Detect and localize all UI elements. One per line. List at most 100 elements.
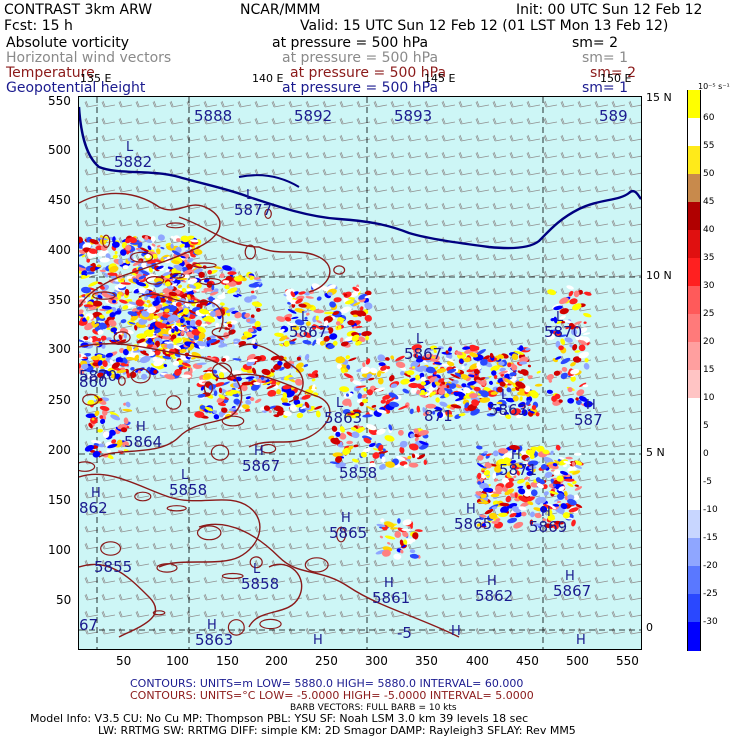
- wind-barb: [577, 542, 592, 550]
- wind-barb: [475, 542, 490, 550]
- wind-barb: [492, 236, 507, 244]
- vorticity-blob: [574, 464, 582, 469]
- wind-barb: [203, 542, 218, 550]
- wind-barb: [288, 542, 303, 550]
- vorticity-blob: [92, 451, 101, 458]
- vorticity-blob: [490, 365, 500, 372]
- wind-barb: [424, 508, 439, 516]
- vorticity-blob: [344, 336, 355, 342]
- vorticity-blob: [533, 523, 543, 527]
- vorticity-blob: [137, 370, 142, 374]
- wind-barb: [407, 491, 422, 499]
- wind-barb: [237, 304, 252, 312]
- wind-barb: [288, 219, 303, 227]
- wind-barb: [118, 151, 133, 159]
- wind-barb: [101, 593, 116, 601]
- wind-barb: [560, 542, 575, 550]
- height-label: 589: [599, 107, 628, 125]
- height-label: 5860: [301, 646, 339, 649]
- vorticity-blob: [82, 247, 91, 253]
- vorticity-blob: [120, 249, 127, 256]
- vorticity-blob: [406, 370, 415, 376]
- vorticity-blob: [584, 291, 592, 296]
- vorticity-blob: [479, 514, 487, 518]
- wind-barb: [135, 440, 150, 448]
- temperature-contour: [130, 368, 151, 384]
- vorticity-blob: [376, 409, 387, 414]
- vorticity-blob: [362, 414, 373, 418]
- vorticity-blob: [535, 412, 540, 417]
- wind-barb: [152, 525, 167, 533]
- vorticity-blob: [128, 278, 138, 284]
- vorticity-blob: [447, 347, 452, 352]
- wind-barb: [441, 321, 456, 329]
- wind-barb: [152, 117, 167, 125]
- vorticity-blob: [337, 317, 345, 321]
- vorticity-blob: [487, 401, 494, 409]
- vorticity-blob: [582, 332, 591, 336]
- vorticity-blob: [464, 363, 468, 366]
- wind-barb: [84, 576, 99, 584]
- wind-barb: [254, 185, 269, 193]
- vorticity-blob: [254, 320, 261, 328]
- wind-barb: [373, 508, 388, 516]
- wind-barb: [441, 610, 456, 618]
- vorticity-blob: [355, 340, 363, 346]
- vorticity-blob: [343, 293, 348, 297]
- wind-barb: [152, 627, 167, 635]
- wind-barb: [492, 185, 507, 193]
- wind-barb: [305, 185, 320, 193]
- forecast-hour: Fcst: 15 h: [4, 18, 73, 34]
- wind-barb: [356, 168, 371, 176]
- wind-barb: [628, 355, 641, 363]
- vorticity-blob: [517, 485, 524, 489]
- vorticity-blob: [378, 450, 389, 454]
- wind-barb: [220, 100, 235, 108]
- wind-barb: [509, 287, 524, 295]
- temperature-contour: [211, 362, 233, 380]
- vorticity-blob: [555, 340, 561, 348]
- vorticity-blob: [190, 239, 199, 243]
- wind-barb: [543, 321, 558, 329]
- vorticity-blob: [368, 462, 376, 469]
- vorticity-blob: [156, 265, 164, 270]
- wind-barb: [424, 287, 439, 295]
- wind-barb: [84, 593, 99, 601]
- field-name-temperature: Temperature: [6, 65, 95, 81]
- vorticity-blob: [85, 413, 97, 419]
- vorticity-blob: [340, 341, 349, 347]
- vorticity-blob: [79, 309, 84, 315]
- vorticity-blob: [446, 383, 455, 389]
- wind-barb: [543, 236, 558, 244]
- vorticity-blob: [526, 470, 534, 476]
- vorticity-blob: [447, 368, 457, 374]
- vorticity-blob: [513, 511, 523, 518]
- wind-barb: [390, 134, 405, 142]
- vorticity-blob: [498, 512, 508, 518]
- vorticity-blob: [567, 397, 575, 404]
- vorticity-blob: [79, 363, 82, 369]
- vorticity-blob: [88, 252, 94, 259]
- field-level-wind: at pressure = 500 hPa: [282, 50, 439, 66]
- wind-barb: [271, 525, 286, 533]
- map-plot: 5888 5892 5893 589 L 5882 L 5877 L 5867 L 5870 L 5867…: [78, 96, 642, 650]
- vorticity-blob: [583, 363, 590, 370]
- vorticity-blob: [245, 396, 251, 400]
- vorticity-blob: [161, 319, 168, 325]
- vorticity-blob: [438, 378, 445, 383]
- vorticity-blob: [270, 355, 280, 361]
- wind-barb: [237, 117, 252, 125]
- vorticity-blob: [544, 471, 553, 478]
- wind-barb: [254, 270, 269, 278]
- vorticity-blob: [377, 377, 384, 385]
- wind-barb: [101, 491, 116, 499]
- wind-barb: [339, 100, 354, 108]
- vorticity-blob: [311, 370, 319, 375]
- vorticity-blob: [186, 288, 193, 292]
- vorticity-blob: [528, 449, 536, 455]
- height-label: 860: [79, 373, 108, 391]
- wind-barb: [475, 219, 490, 227]
- vorticity-blob: [212, 369, 218, 374]
- vorticity-blob: [250, 314, 255, 319]
- wind-barb: [424, 559, 439, 567]
